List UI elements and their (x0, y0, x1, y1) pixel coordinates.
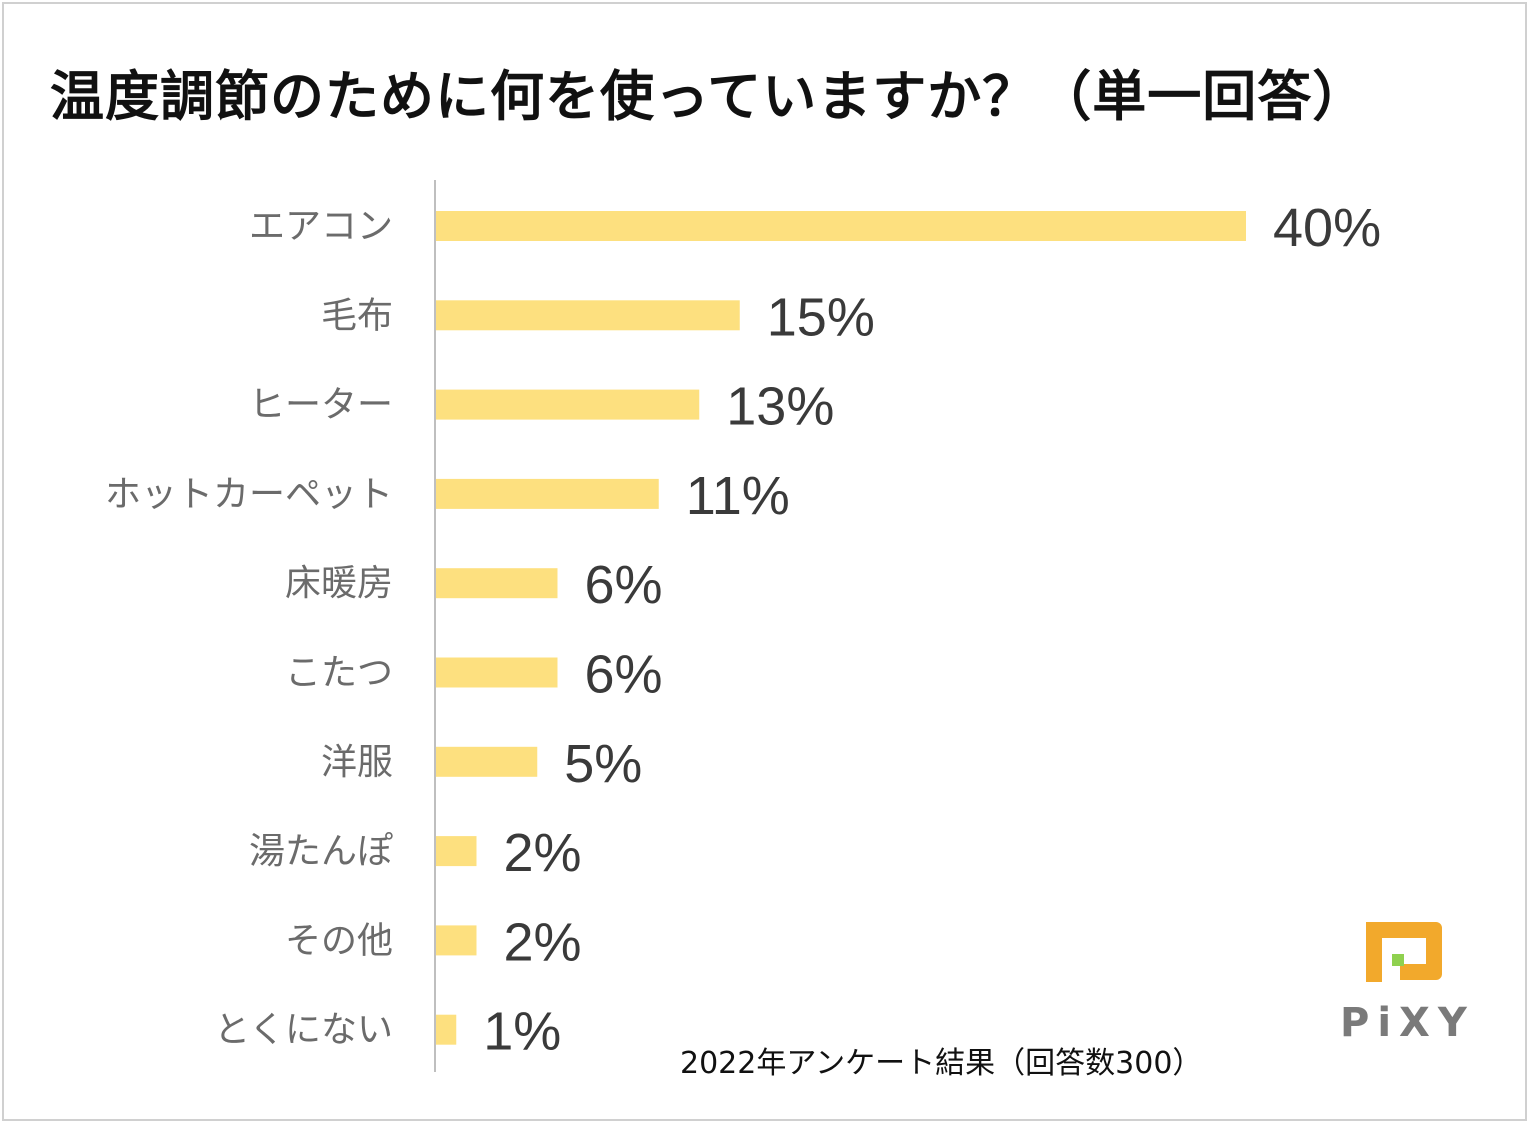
value-label: 6% (585, 645, 663, 705)
bar (436, 300, 740, 331)
value-label: 11% (686, 466, 790, 526)
bar (436, 389, 700, 420)
category-label: 湯たんぽ (249, 831, 393, 872)
pixy-logo-icon (1366, 922, 1442, 982)
bar (436, 1014, 457, 1045)
brand-name: PiXY (1340, 1000, 1475, 1046)
category-label: 洋服 (321, 742, 393, 783)
category-label: ホットカーペット (105, 474, 393, 515)
category-label: とくにない (214, 1010, 393, 1051)
value-label: 2% (504, 823, 582, 883)
bar (436, 925, 477, 956)
category-label: こたつ (285, 653, 393, 694)
bar (436, 746, 538, 777)
value-label: 40% (1273, 198, 1381, 258)
bar (436, 657, 558, 688)
value-label: 5% (564, 734, 642, 794)
bar (436, 211, 1246, 241)
bar (436, 568, 558, 599)
value-label: 13% (726, 377, 834, 437)
bar (436, 478, 659, 509)
value-label: 2% (504, 912, 582, 972)
value-label: 15% (767, 287, 875, 347)
category-label: その他 (285, 920, 393, 961)
chart-title: 温度調節のために何を使っていますか？（単一回答） (50, 65, 1368, 128)
category-label: エアコン (249, 206, 393, 247)
value-label: 1% (483, 1002, 561, 1062)
category-label: 床暖房 (285, 563, 393, 604)
survey-footnote: 2022年アンケート結果（回答数300） (680, 1046, 1203, 1081)
category-label: ヒーター (249, 385, 393, 426)
category-label: 毛布 (321, 295, 393, 336)
value-label: 6% (585, 555, 663, 615)
bar (436, 836, 477, 867)
